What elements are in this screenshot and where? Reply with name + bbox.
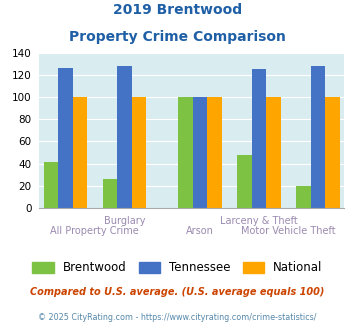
Bar xyxy=(44,162,58,208)
Bar xyxy=(132,97,146,208)
Bar xyxy=(252,69,266,208)
Bar xyxy=(266,97,281,208)
Bar xyxy=(311,66,325,208)
Text: © 2025 CityRating.com - https://www.cityrating.com/crime-statistics/: © 2025 CityRating.com - https://www.city… xyxy=(38,314,317,322)
Text: 2019 Brentwood: 2019 Brentwood xyxy=(113,3,242,17)
Text: All Property Crime: All Property Crime xyxy=(50,226,139,236)
Text: Larceny & Theft: Larceny & Theft xyxy=(220,216,298,226)
Text: Compared to U.S. average. (U.S. average equals 100): Compared to U.S. average. (U.S. average … xyxy=(30,287,325,297)
Text: Burglary: Burglary xyxy=(104,216,145,226)
Bar xyxy=(72,97,87,208)
Bar xyxy=(207,97,222,208)
Text: Motor Vehicle Theft: Motor Vehicle Theft xyxy=(241,226,336,236)
Bar xyxy=(103,179,117,208)
Bar xyxy=(237,155,252,208)
Bar xyxy=(117,66,132,208)
Bar xyxy=(193,97,207,208)
Text: Property Crime Comparison: Property Crime Comparison xyxy=(69,30,286,44)
Bar xyxy=(58,68,72,208)
Text: Arson: Arson xyxy=(186,226,214,236)
Bar xyxy=(296,186,311,208)
Legend: Brentwood, Tennessee, National: Brentwood, Tennessee, National xyxy=(28,257,327,279)
Bar xyxy=(178,97,193,208)
Bar xyxy=(325,97,340,208)
